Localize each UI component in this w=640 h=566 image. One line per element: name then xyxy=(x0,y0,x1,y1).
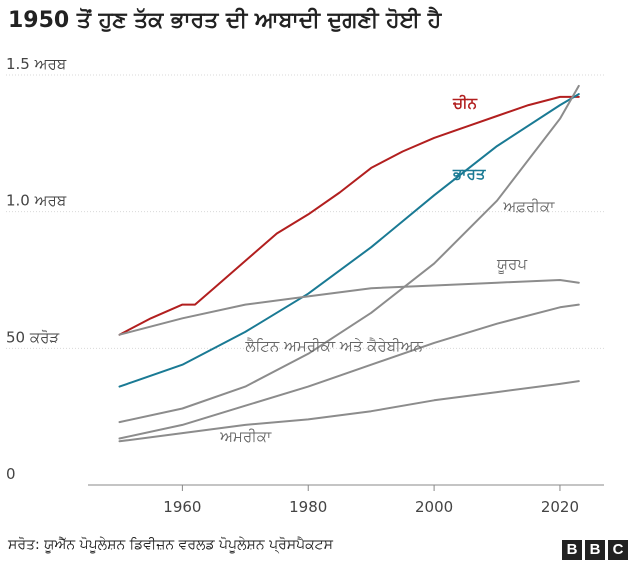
series-line-3 xyxy=(118,279,580,336)
series-label-2: ਅਫ਼ਰੀਕਾ xyxy=(502,198,555,216)
series-line-4 xyxy=(118,303,580,440)
bbc-logo-block: C xyxy=(608,540,628,560)
series-line-0 xyxy=(118,95,580,336)
x-tick-label: 2000 xyxy=(415,498,453,516)
x-tick-label: 2020 xyxy=(541,498,579,516)
series-label-3: ਯੂਰਪ xyxy=(496,255,527,273)
grid-layer xyxy=(6,74,604,349)
y-tick-label: 1.0 ਅਰਬ xyxy=(6,192,67,210)
series-line-1 xyxy=(118,93,580,388)
series-label-1: ਭਾਰਤ xyxy=(452,165,487,183)
chart-title: 1950 ਤੋਂ ਹੁਣ ਤੱਕ ਭਾਰਤ ਦੀ ਆਬਾਦੀ ਦੁਗਣੀ ਹੋਈ… xyxy=(8,8,442,33)
bbc-logo-block: B xyxy=(562,540,582,560)
y-tick-label: 0 xyxy=(6,465,16,483)
y-tick-label: 1.5 ਅਰਬ xyxy=(6,55,67,73)
axis-layer: 0 50 ਕਰੋੜ 1.0 ਅਰਬ 1.5 ਅਰਬ 1960 1980 2000 2020 xyxy=(6,55,604,516)
source-note: ਸਰੋਤ: ਯੂਐੱਨ ਪੋਪੂਲੇਸ਼ਨ ਡਿਵੀਜ਼ਨ ਵਰਲਡ ਪੋਪੂਲ… xyxy=(8,537,333,553)
series-label-5: ਅਮਰੀਕਾ xyxy=(219,427,272,445)
x-tick-label: 1980 xyxy=(289,498,327,516)
series-line-5 xyxy=(118,380,580,443)
y-tick-label: 50 ਕਰੋੜ xyxy=(6,328,60,346)
series-label-4: ਲੈਟਿਨ ਅਮਰੀਕਾ ਅਤੇ ਕੈਰੇਬੀਅਨ xyxy=(244,337,423,355)
series-line-2 xyxy=(118,84,580,424)
x-tick-label: 1960 xyxy=(163,498,201,516)
bbc-logo-block: B xyxy=(585,540,605,560)
series-lines xyxy=(118,84,580,443)
series-labels: ਚੀਨ ਭਾਰਤ ਅਫ਼ਰੀਕਾ ਯੂਰਪ ਲੈਟਿਨ ਅਮਰੀਕਾ ਅਤੇ ਕੈਰੇਬ… xyxy=(219,94,555,445)
series-label-0: ਚੀਨ xyxy=(452,94,478,112)
